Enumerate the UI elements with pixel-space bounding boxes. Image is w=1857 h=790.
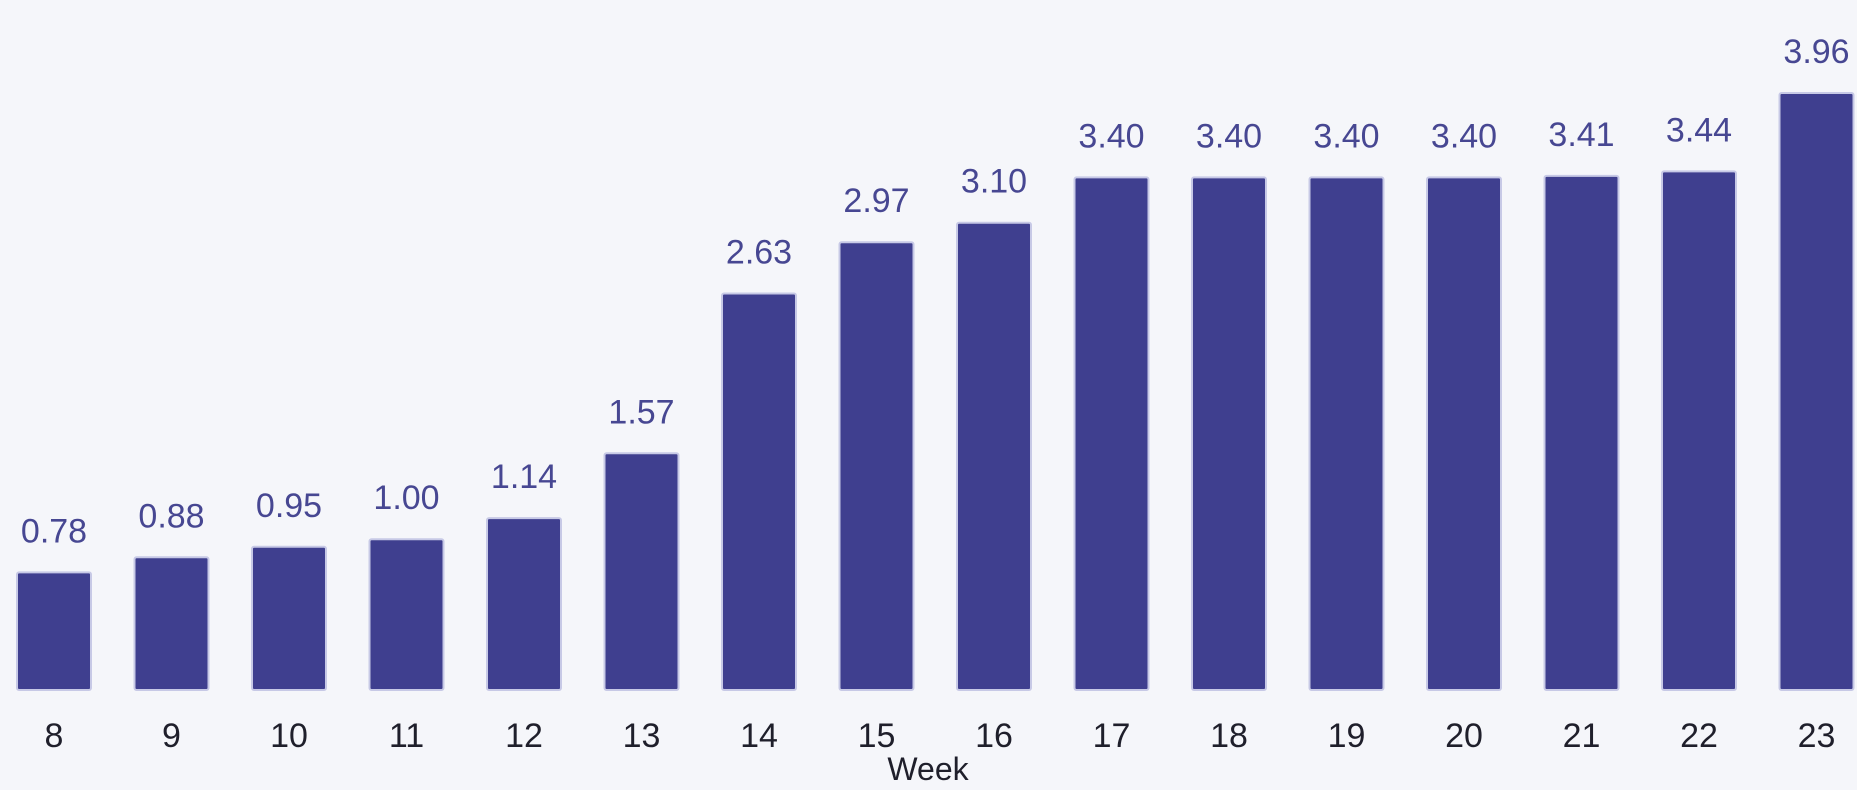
value-label-week-19: 3.40: [1313, 117, 1379, 155]
x-tick-label-week-13: 13: [623, 717, 661, 755]
x-tick-label-week-9: 9: [162, 717, 181, 755]
bar-week-15: [838, 241, 915, 691]
x-tick-label-week-15: 15: [858, 717, 896, 755]
value-label-week-11: 1.00: [373, 479, 439, 517]
bar-week-8: [16, 571, 92, 692]
bar-week-10: [251, 545, 327, 691]
value-label-week-9: 0.88: [138, 497, 204, 535]
value-label-week-14: 2.63: [726, 234, 792, 272]
bar-week-18: [1191, 176, 1267, 691]
bar-week-17: [1073, 176, 1150, 691]
value-label-week-13: 1.57: [608, 393, 674, 431]
value-labels-layer: 0.78 0.88 0.95 1.00 1.14 1.57 2.63 2.97 3.10 3.40…: [21, 33, 1850, 550]
x-tick-label-week-11: 11: [389, 717, 424, 755]
value-label-week-21: 3.41: [1548, 116, 1614, 154]
x-tick-label-week-18: 18: [1210, 717, 1248, 755]
value-label-week-15: 2.97: [843, 182, 909, 220]
bars-layer: [16, 92, 1855, 692]
bar-week-22: [1661, 170, 1737, 691]
bar-week-21: [1543, 174, 1620, 691]
x-tick-label-week-20: 20: [1445, 717, 1483, 755]
x-tick-label-week-17: 17: [1093, 717, 1131, 755]
bar-week-20: [1426, 176, 1502, 691]
value-label-week-12: 1.14: [491, 458, 557, 496]
value-label-week-22: 3.44: [1666, 111, 1732, 149]
bar-week-14: [721, 292, 797, 691]
bar-week-16: [956, 221, 1032, 691]
x-tick-label-week-12: 12: [505, 717, 543, 755]
x-axis-title: Week: [887, 751, 969, 787]
x-tick-label-week-8: 8: [45, 717, 64, 755]
x-tick-label-week-21: 21: [1563, 717, 1601, 755]
x-tick-label-week-10: 10: [270, 717, 308, 755]
x-tick-label-week-22: 22: [1680, 717, 1718, 755]
bar-week-19: [1308, 176, 1385, 691]
value-label-week-10: 0.95: [256, 487, 322, 525]
bar-week-12: [486, 517, 562, 691]
x-tick-label-week-23: 23: [1798, 717, 1836, 755]
x-tick-label-week-19: 19: [1328, 717, 1366, 755]
bar-week-9: [133, 556, 210, 691]
value-label-week-8: 0.78: [21, 512, 87, 550]
bar-week-23: [1778, 92, 1855, 691]
bar-week-11: [368, 538, 445, 692]
x-tick-label-week-14: 14: [740, 717, 778, 755]
value-label-week-18: 3.40: [1196, 117, 1262, 155]
x-tick-labels-layer: 8 9 10 11 12 13 14 15 16 17 18 19 20 21 22 23: [45, 717, 1836, 755]
value-label-week-16: 3.10: [961, 163, 1027, 201]
value-label-week-23: 3.96: [1783, 33, 1849, 71]
bar-week-13: [603, 452, 680, 691]
value-label-week-20: 3.40: [1431, 117, 1497, 155]
x-tick-label-week-16: 16: [975, 717, 1013, 755]
value-label-week-17: 3.40: [1078, 117, 1144, 155]
